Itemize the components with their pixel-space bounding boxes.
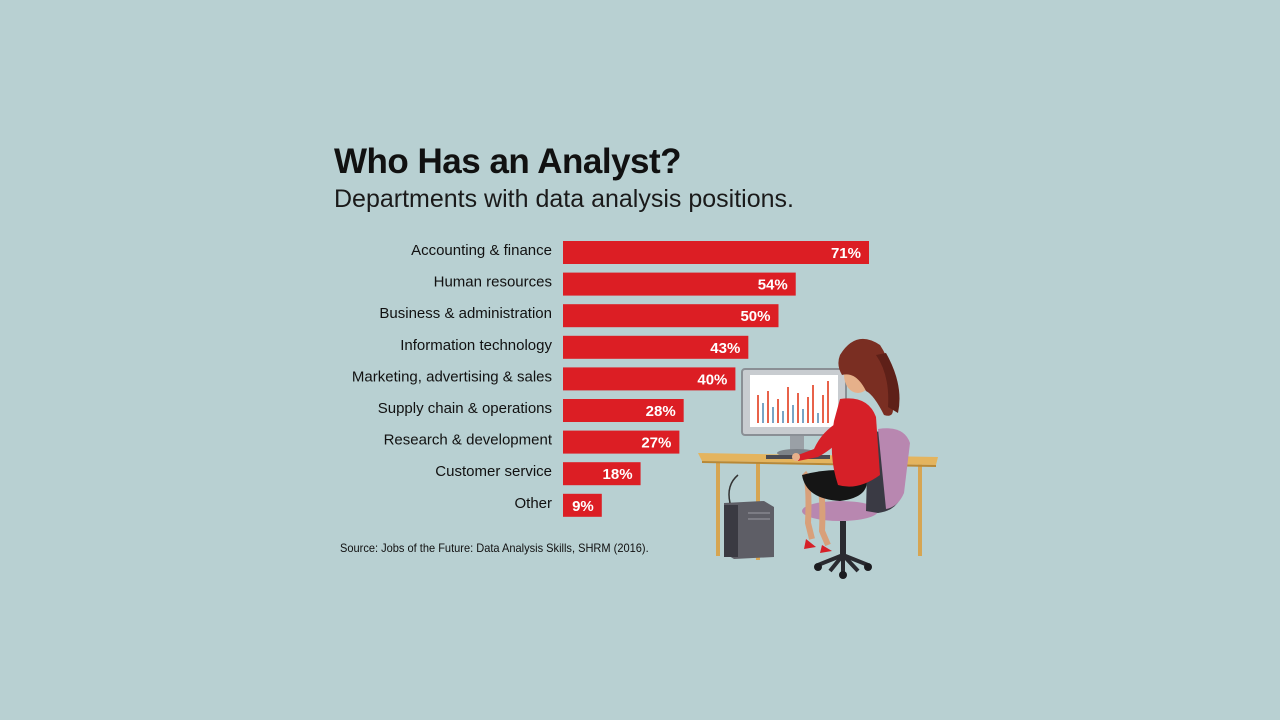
bar [563,430,680,454]
bar [563,367,736,391]
bar [563,462,641,486]
category-label: Supply chain & operations [378,400,552,417]
bar [563,399,684,422]
bar [563,304,779,328]
value-label: 18% [603,466,633,483]
category-label: Customer service [435,463,552,480]
analyst-person-icon [792,338,900,553]
value-label: 40% [697,371,727,388]
category-label: Business & administration [379,305,552,322]
bar [563,335,749,359]
value-label: 9% [572,498,594,515]
bar [563,493,602,517]
category-label: Other [514,495,552,512]
value-label: 28% [646,403,676,420]
category-label: Marketing, advertising & sales [352,368,552,385]
value-label: 71% [831,245,861,262]
monitor-icon [741,368,847,457]
value-label: 54% [758,277,788,294]
computer-tower-icon [724,474,774,559]
category-label: Human resources [434,274,552,291]
chart-title: Who Has an Analyst? [334,142,682,181]
analyst-illustration [698,338,938,579]
source-note: Source: Jobs of the Future: Data Analysi… [340,541,649,555]
chart-subtitle: Departments with data analysis positions… [334,185,794,213]
value-label: 43% [710,340,740,357]
bar [563,272,796,296]
category-label: Research & development [384,432,553,449]
bar [563,241,869,264]
category-label: Information technology [400,337,552,354]
value-label: 50% [740,308,770,325]
value-label: 27% [641,435,671,452]
category-label: Accounting & finance [411,242,552,259]
